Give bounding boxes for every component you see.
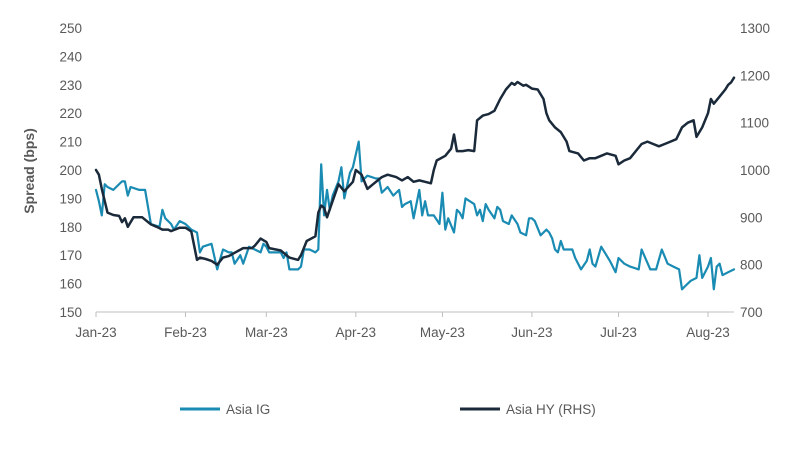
right-axis-tick-label: 800 [740, 258, 763, 273]
left-axis-tick-label: 250 [59, 21, 82, 36]
right-axis-tick-label: 1000 [740, 163, 770, 178]
legend-label-asia-ig: Asia IG [226, 402, 270, 417]
left-axis-tick-label: 200 [59, 163, 82, 178]
left-axis-tick-label: 210 [59, 135, 82, 150]
left-axis-tick-label: 220 [59, 106, 82, 121]
right-axis-tick-label: 1300 [740, 21, 770, 36]
left-axis-tick-label: 240 [59, 49, 82, 64]
series-line-asia-hy [94, 76, 736, 266]
x-axis-tick-label: May-23 [420, 325, 465, 340]
x-axis-tick-label: Apr-23 [336, 325, 377, 340]
right-axis-tick-label: 900 [740, 210, 763, 225]
left-axis-tick-label: 150 [59, 305, 82, 320]
x-axis-tick-label: Feb-23 [164, 325, 207, 340]
right-axis-tick-label: 1100 [740, 116, 769, 131]
series-line-asia-ig [94, 140, 736, 291]
x-axis-tick-label: Aug-23 [686, 325, 730, 340]
legend-label-asia-hy: Asia HY (RHS) [506, 402, 596, 417]
left-axis-tick-label: 190 [59, 191, 82, 206]
y-axis-label: Spread (bps) [21, 128, 37, 214]
x-axis-tick-label: Jul-23 [600, 325, 637, 340]
right-axis-ticks: 700 800 900 1000 1100 1200 1300 [740, 21, 770, 320]
left-axis-ticks: 150 160 170 180 190 200 210 220 230 240 250 [59, 21, 82, 320]
left-axis-tick-label: 170 [59, 248, 82, 263]
x-axis-tick-label: Jun-23 [511, 325, 552, 340]
legend: Asia IG Asia HY (RHS) [180, 402, 596, 417]
right-axis-tick-label: 700 [740, 305, 763, 320]
x-axis-tick-label: Jan-23 [75, 325, 116, 340]
left-axis-tick-label: 180 [59, 220, 82, 235]
left-axis-tick-label: 230 [59, 78, 82, 93]
x-axis-tick-label: Mar-23 [245, 325, 288, 340]
right-axis-tick-label: 1200 [740, 68, 770, 83]
x-axis-ticks: Jan-23 Feb-23 Mar-23 Apr-23 May-23 Jun-23 Jul-… [75, 312, 730, 340]
series-lines [94, 76, 736, 291]
left-axis-tick-label: 160 [59, 277, 82, 292]
